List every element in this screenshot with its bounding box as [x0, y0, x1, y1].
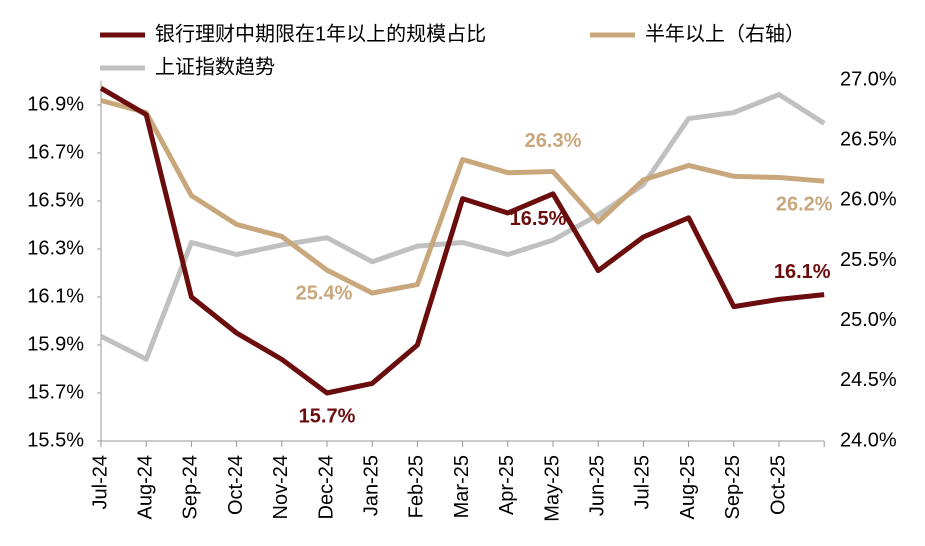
x-tick-label: Jul-25 — [632, 455, 654, 509]
x-tick-label: Oct-25 — [767, 455, 789, 515]
y-tick-label: 16.1% — [27, 285, 84, 307]
data-label: 26.3% — [525, 130, 582, 152]
legend-label: 半年以上（右轴） — [645, 22, 805, 45]
y2-tick-label: 26.0% — [840, 189, 897, 211]
y2-tick-label: 27.0% — [840, 68, 897, 90]
legend-label: 上证指数趋势 — [155, 55, 275, 78]
x-tick-label: Aug-24 — [134, 455, 156, 520]
x-tick-label: Nov-24 — [270, 455, 292, 519]
y-tick-label: 15.5% — [27, 429, 84, 451]
data-label: 16.5% — [510, 208, 567, 230]
series-line — [99, 92, 826, 362]
y2-tick-label: 25.5% — [840, 249, 897, 271]
data-label: 16.1% — [774, 261, 831, 283]
data-label: 15.7% — [299, 405, 356, 427]
y-tick-label: 16.3% — [27, 237, 84, 259]
series-line — [100, 98, 825, 296]
y-tick-label: 15.7% — [27, 381, 84, 403]
x-tick-label: Sep-25 — [722, 455, 744, 520]
x-tick-label: Oct-24 — [225, 455, 247, 515]
x-tick-label: Sep-24 — [180, 455, 202, 520]
y2-tick-label: 25.0% — [840, 309, 897, 331]
x-tick-label: Jan-25 — [360, 455, 382, 516]
x-tick-label: Jul-24 — [89, 455, 111, 509]
y-tick-label: 16.9% — [27, 93, 84, 115]
y-tick-label: 16.5% — [27, 189, 84, 211]
x-tick-label: Mar-25 — [451, 455, 473, 518]
data-label: 26.2% — [776, 193, 833, 215]
y2-tick-label: 24.5% — [840, 369, 897, 391]
x-tick-label: Feb-25 — [406, 455, 428, 518]
y2-tick-label: 26.5% — [840, 129, 897, 151]
legend-label: 银行理财中期限在1年以上的规模占比 — [155, 22, 486, 45]
x-tick-label: Apr-25 — [496, 455, 518, 515]
series-line — [99, 86, 825, 396]
x-tick-label: May-25 — [541, 455, 563, 522]
x-tick-label: Aug-25 — [677, 455, 699, 520]
x-tick-label: Jun-25 — [586, 455, 608, 516]
x-tick-label: Dec-24 — [315, 455, 337, 519]
y-tick-label: 15.9% — [27, 333, 84, 355]
data-label: 25.4% — [296, 282, 353, 304]
y2-tick-label: 24.0% — [840, 429, 897, 451]
y-tick-label: 16.7% — [27, 141, 84, 163]
